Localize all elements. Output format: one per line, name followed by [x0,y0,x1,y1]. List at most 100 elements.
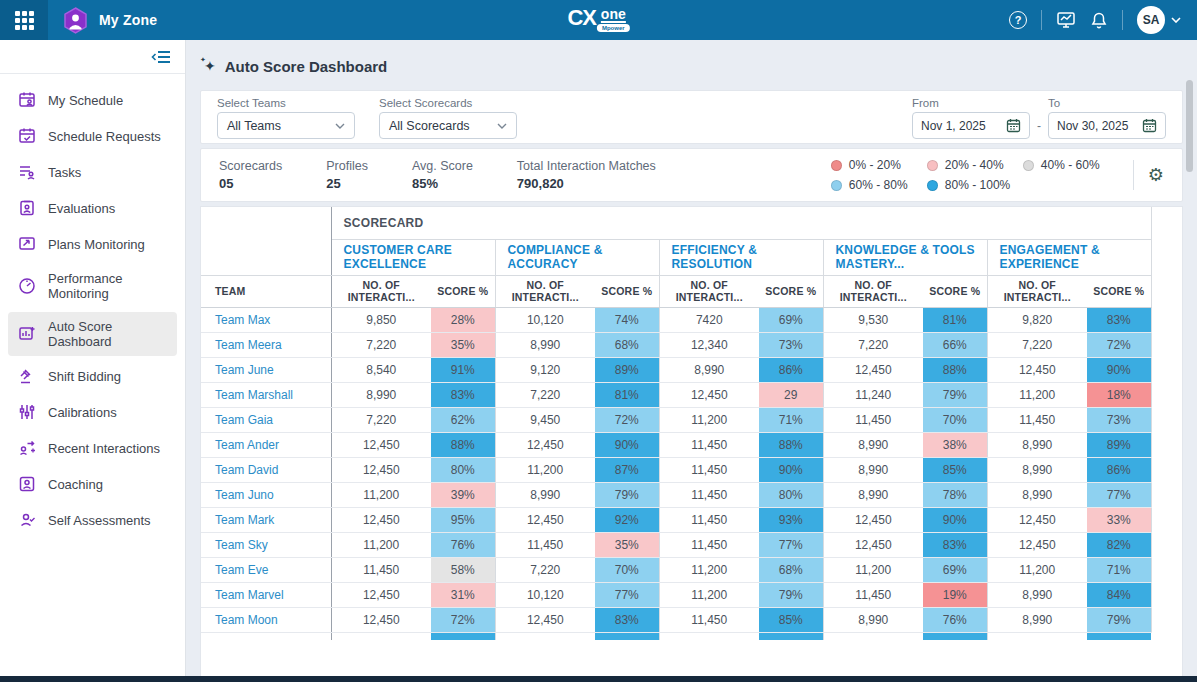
team-link[interactable]: Team Ander [201,432,331,457]
sidebar-item-tasks[interactable]: Tasks [8,156,177,188]
team-link[interactable]: Team Sky [201,532,331,557]
calibrations-icon [18,403,36,421]
interactions-cell: 11,200 [823,557,923,582]
scorecard-group-header[interactable]: KNOWLEDGE & TOOLS MASTERY... [823,239,987,275]
team-link[interactable]: Team David [201,457,331,482]
interactions-cell: 11,450 [823,407,923,432]
notifications-button[interactable] [1090,11,1108,30]
score-cell [759,632,823,640]
score-cell: 82% [1087,532,1151,557]
sidebar-item-self-assessments[interactable]: Self Assessments [8,504,177,536]
sidebar-item-shift-bidding[interactable]: Shift Bidding [8,360,177,392]
interactions-cell: 9,450 [495,407,595,432]
stat-label: Total Interaction Matches [517,159,656,173]
table-row: Team Max9,85028%10,12074%742069%9,53081%… [201,307,1151,332]
page-title: Auto Score Dashboard [225,58,388,75]
teams-select[interactable]: All Teams [217,112,355,139]
interactions-cell: 12,450 [823,507,923,532]
legend-item: 20% - 40% [927,158,1023,172]
scrollbar-thumb[interactable] [1186,80,1193,172]
sidebar-item-coaching[interactable]: Coaching [8,468,177,500]
scorecard-group-header[interactable]: EFFICIENCY & RESOLUTION [659,239,823,275]
interactions-cell: 12,450 [331,607,431,632]
interactions-cell: 9,850 [331,307,431,332]
score-cell: 35% [431,332,495,357]
stat-value: 25 [326,176,368,191]
score-cell: 74% [595,307,659,332]
chevron-down-icon [1171,17,1181,23]
team-link[interactable]: Team Mark [201,507,331,532]
app-launcher-button[interactable] [0,0,48,40]
score-cell: 89% [1087,432,1151,457]
my-schedule-icon [18,91,36,109]
legend-item: 40% - 60% [1023,158,1119,172]
vertical-scrollbar[interactable] [1186,80,1194,640]
interactions-cell: 9,530 [823,307,923,332]
legend-label: 80% - 100% [945,178,1010,192]
team-link[interactable]: Team Marshall [201,382,331,407]
sidebar-item-recent-interactions[interactable]: Recent Interactions [8,432,177,464]
interactions-cell: 11,450 [659,457,759,482]
sidebar-item-label: Auto Score Dashboard [48,319,167,349]
table-corner [201,239,331,275]
team-link[interactable]: Team June [201,357,331,382]
team-link[interactable]: Team Gaia [201,407,331,432]
team-link[interactable]: Team Moon [201,607,331,632]
score-table-body: SCORECARDCUSTOMER CARE EXCELLENCECOMPLIA… [201,207,1151,640]
sidebar-item-calibrations[interactable]: Calibrations [8,396,177,428]
sidebar-item-schedule-requests[interactable]: Schedule Requests [8,120,177,152]
settings-gear-icon[interactable]: ⚙ [1148,166,1164,184]
chevron-down-icon [497,123,507,129]
interactions-column-header: NO. OF INTERACTI... [495,275,595,307]
sidebar-collapse-button[interactable] [151,50,171,64]
interactions-column-header: NO. OF INTERACTI... [823,275,923,307]
help-button[interactable]: ? [1009,11,1027,29]
team-link[interactable]: Team Meera [201,332,331,357]
to-date-input[interactable]: Nov 30, 2025 [1048,112,1166,139]
calendar-icon [1142,118,1157,133]
table-row: Team Gaia7,22062%9,45072%11,20071%11,450… [201,407,1151,432]
interactions-cell: 7,220 [331,407,431,432]
screen-share-button[interactable] [1056,11,1076,29]
scorecard-group-header[interactable]: CUSTOMER CARE EXCELLENCE [331,239,495,275]
sidebar-item-performance-monitoring[interactable]: Performance Monitoring [8,264,177,308]
scorecard-group-header[interactable]: ENGAGEMENT & EXPERIENCE [987,239,1151,275]
score-column-header: SCORE % [759,275,823,307]
sidebar-item-plans-monitoring[interactable]: Plans Monitoring [8,228,177,260]
team-link[interactable]: Team Max [201,307,331,332]
score-cell: 71% [1087,557,1151,582]
sidebar-item-evaluations[interactable]: Evaluations [8,192,177,224]
interactions-cell: 8,990 [987,582,1087,607]
team-link[interactable]: Team Juno [201,482,331,507]
interactions-cell: 12,450 [987,532,1087,557]
interactions-cell: 11,450 [987,407,1087,432]
score-cell: 69% [923,557,987,582]
team-link[interactable]: Team Marvel [201,582,331,607]
score-cell: 83% [923,532,987,557]
interactions-cell: 12,450 [331,432,431,457]
interactions-cell: 12,450 [331,582,431,607]
scorecard-group-header[interactable]: COMPLIANCE & ACCURACY [495,239,659,275]
interactions-cell: 7,220 [495,557,595,582]
interactions-cell: 8,990 [331,382,431,407]
score-column-header: SCORE % [1087,275,1151,307]
score-cell: 68% [759,557,823,582]
score-cell: 69% [759,307,823,332]
sidebar-item-auto-score-dashboard[interactable]: Auto Score Dashboard [8,312,177,356]
performance-monitoring-icon [18,277,36,295]
team-column-header: TEAM [201,275,331,307]
interactions-cell: 11,450 [659,432,759,457]
from-date-input[interactable]: Nov 1, 2025 [912,112,1030,139]
user-menu[interactable]: SA [1137,6,1181,34]
team-link[interactable]: Team Eve [201,557,331,582]
interactions-cell: 11,200 [331,532,431,557]
scorecards-select[interactable]: All Scorecards [379,112,517,139]
table-row: Team Sky11,20076%11,45035%11,45077%12,45… [201,532,1151,557]
bottom-strip [0,676,1197,682]
table-row: Team Juno11,20039%8,99079%11,45080%8,990… [201,482,1151,507]
sidebar-item-my-schedule[interactable]: My Schedule [8,84,177,116]
score-cell: 70% [595,557,659,582]
legend-item: 0% - 20% [831,158,927,172]
legend-divider [1133,160,1134,190]
score-cell: 76% [923,607,987,632]
